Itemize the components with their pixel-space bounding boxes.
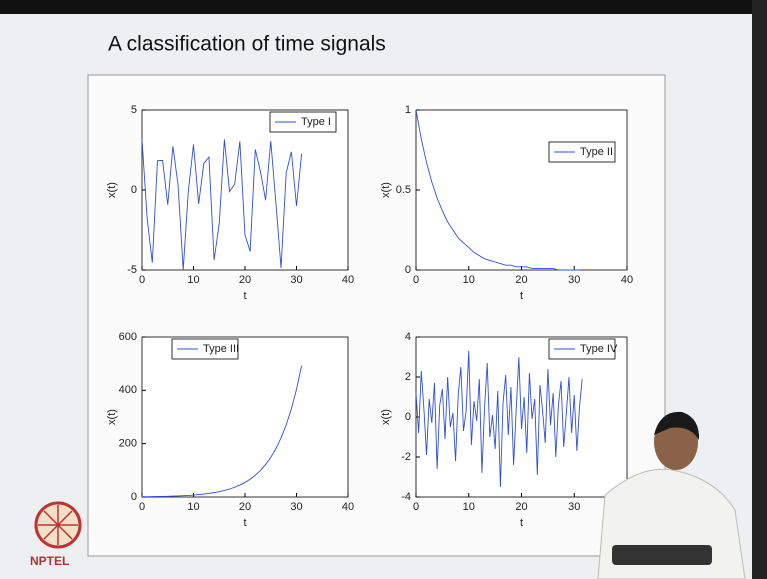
y-tick-label: -2 bbox=[401, 451, 411, 463]
x-tick-label: 40 bbox=[342, 501, 354, 513]
x-tick-label: 0 bbox=[139, 274, 145, 286]
y-tick-label: 0 bbox=[131, 184, 137, 196]
x-tick-label: 20 bbox=[239, 274, 251, 286]
series-line bbox=[141, 139, 303, 270]
logo: NPTEL bbox=[30, 501, 82, 568]
x-tick-label: 40 bbox=[621, 274, 633, 286]
legend-box bbox=[548, 338, 616, 360]
presenter-hair bbox=[654, 411, 700, 440]
slide-title: A classification of time signals bbox=[108, 33, 386, 56]
x-axis-label: t bbox=[520, 290, 523, 302]
x-axis-label: t bbox=[520, 517, 523, 529]
logo-spokes bbox=[38, 505, 78, 545]
y-tick-label: 200 bbox=[119, 438, 137, 450]
y-tick-label: 0.5 bbox=[396, 184, 411, 196]
legend-box bbox=[269, 111, 337, 133]
side-bar bbox=[752, 0, 767, 579]
x-tick-label: 40 bbox=[342, 274, 354, 286]
legend-box bbox=[548, 141, 616, 163]
y-axis-label: x(t) bbox=[380, 409, 392, 425]
x-tick-label: 30 bbox=[568, 274, 580, 286]
legend-label: Type II bbox=[580, 146, 613, 158]
y-tick-label: 0 bbox=[405, 264, 411, 276]
x-tick-label: 20 bbox=[239, 501, 251, 513]
x-tick-label: 0 bbox=[413, 501, 419, 513]
x-tick-label: 10 bbox=[463, 274, 475, 286]
legend-label: Type III bbox=[203, 343, 239, 355]
x-tick-label: 30 bbox=[290, 274, 302, 286]
x-tick-label: 0 bbox=[413, 274, 419, 286]
y-tick-label: 2 bbox=[405, 371, 411, 383]
x-tick-label: 20 bbox=[515, 274, 527, 286]
y-tick-label: 400 bbox=[119, 384, 137, 396]
y-tick-label: 600 bbox=[119, 331, 137, 343]
legend-label: Type IV bbox=[580, 343, 618, 355]
axes-box bbox=[141, 109, 349, 271]
x-tick-label: 10 bbox=[187, 501, 199, 513]
x-tick-label: 10 bbox=[187, 274, 199, 286]
y-tick-label: -4 bbox=[401, 491, 411, 503]
series-line bbox=[141, 365, 303, 498]
y-tick-label: -5 bbox=[127, 264, 137, 276]
y-axis-label: x(t) bbox=[380, 182, 392, 198]
y-axis-label: x(t) bbox=[106, 409, 118, 425]
x-axis-label: t bbox=[243, 517, 246, 529]
x-tick-label: 0 bbox=[139, 501, 145, 513]
legend-label: Type I bbox=[301, 116, 331, 128]
y-tick-label: 0 bbox=[131, 491, 137, 503]
logo-text: NPTEL bbox=[30, 554, 69, 568]
x-tick-label: 20 bbox=[515, 501, 527, 513]
legend-box bbox=[171, 338, 239, 360]
x-tick-label: 30 bbox=[290, 501, 302, 513]
y-tick-label: 0 bbox=[405, 411, 411, 423]
laptop bbox=[612, 545, 712, 565]
axes-box bbox=[415, 109, 628, 271]
y-axis-label: x(t) bbox=[106, 182, 118, 198]
x-tick-label: 30 bbox=[568, 501, 580, 513]
y-tick-label: 5 bbox=[131, 104, 137, 116]
series-line bbox=[415, 350, 583, 488]
presenter bbox=[597, 411, 746, 579]
axes-box bbox=[141, 336, 349, 498]
y-tick-label: 4 bbox=[405, 331, 411, 343]
x-axis-label: t bbox=[243, 290, 246, 302]
x-tick-label: 10 bbox=[463, 501, 475, 513]
series-line bbox=[415, 109, 580, 271]
y-tick-label: 1 bbox=[405, 104, 411, 116]
